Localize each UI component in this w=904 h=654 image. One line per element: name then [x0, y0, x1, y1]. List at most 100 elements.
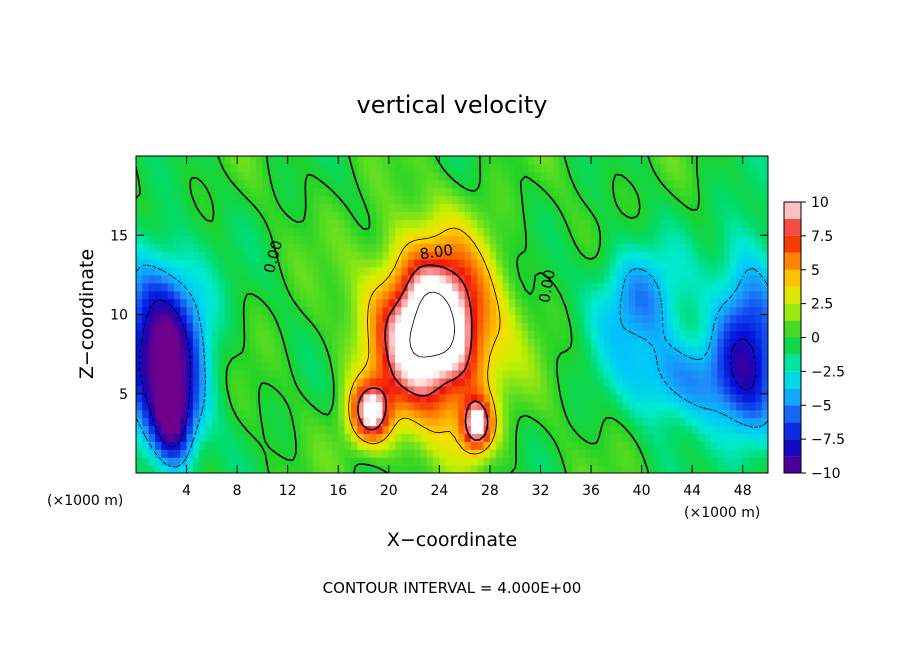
heatmap-cell	[350, 187, 358, 197]
heatmap-cell	[230, 171, 238, 181]
heatmap-cell	[426, 346, 434, 355]
heatmap-cell	[717, 314, 725, 324]
heatmap-cell	[350, 243, 358, 252]
heatmap-cell	[660, 195, 668, 205]
heatmap-cell	[350, 163, 358, 173]
heatmap-cell	[167, 346, 175, 355]
heatmap-cell	[730, 298, 737, 308]
heatmap-cell	[205, 449, 213, 458]
heatmap-cell	[338, 369, 346, 379]
heatmap-cell	[199, 195, 207, 205]
heatmap-cell	[161, 203, 169, 213]
heatmap-cell	[654, 243, 662, 252]
heatmap-cell	[331, 211, 339, 221]
heatmap-cell	[540, 227, 548, 236]
heatmap-cell	[679, 409, 687, 419]
heatmap-cell	[439, 449, 447, 458]
heatmap-cell	[673, 314, 681, 324]
heatmap-cell	[300, 409, 308, 419]
heatmap-cell	[294, 187, 301, 197]
heatmap-cell	[445, 441, 453, 450]
heatmap-cell	[515, 330, 523, 339]
heatmap-cell	[572, 266, 579, 276]
heatmap-cell	[572, 369, 579, 379]
heatmap-cell	[433, 251, 440, 260]
heatmap-cell	[546, 425, 554, 434]
heatmap-cell	[502, 203, 510, 213]
heatmap-cell	[211, 187, 219, 197]
heatmap-cell	[262, 171, 270, 181]
heatmap-cell	[414, 306, 421, 316]
heatmap-cell	[426, 393, 434, 403]
heatmap-cell	[154, 330, 162, 339]
heatmap-cell	[357, 362, 365, 371]
heatmap-cell	[521, 322, 529, 331]
heatmap-cell	[401, 385, 409, 395]
heatmap-cell	[584, 425, 592, 434]
heatmap-cell	[224, 227, 232, 236]
heatmap-cell	[755, 330, 763, 339]
heatmap-cell	[736, 401, 744, 411]
heatmap-cell	[673, 179, 681, 189]
heatmap-cell	[262, 274, 270, 284]
heatmap-cell	[610, 401, 617, 411]
heatmap-cell	[692, 298, 700, 308]
heatmap-cell	[692, 385, 700, 395]
heatmap-cell	[641, 417, 649, 427]
heatmap-cell	[464, 203, 472, 213]
heatmap-cell	[527, 266, 535, 276]
heatmap-cell	[502, 417, 510, 427]
colorbar-tick-label: 0	[811, 331, 820, 347]
heatmap-cell	[268, 290, 276, 300]
heatmap-cell	[553, 417, 561, 427]
heatmap-cell	[369, 441, 377, 450]
heatmap-cell	[553, 163, 561, 173]
heatmap-cell	[755, 354, 763, 363]
heatmap-cell	[388, 235, 396, 244]
heatmap-cell	[742, 441, 750, 450]
heatmap-cell	[439, 195, 447, 205]
heatmap-cell	[742, 179, 750, 189]
heatmap-cell	[597, 298, 605, 308]
heatmap-cell	[692, 156, 700, 165]
heatmap-cell	[294, 393, 301, 403]
heatmap-cell	[553, 330, 561, 339]
heatmap-cell	[306, 298, 314, 308]
heatmap-cell	[622, 306, 630, 316]
heatmap-cell	[180, 251, 188, 260]
heatmap-cell	[717, 362, 725, 371]
heatmap-cell	[761, 163, 768, 173]
heatmap-cell	[300, 306, 308, 316]
heatmap-cell	[610, 156, 617, 165]
heatmap-cell	[578, 346, 586, 355]
heatmap-cell	[603, 211, 611, 221]
heatmap-cell	[761, 354, 768, 363]
heatmap-cell	[445, 290, 453, 300]
heatmap-cell	[591, 235, 598, 244]
heatmap-cell	[382, 282, 390, 292]
heatmap-cell	[369, 227, 377, 236]
heatmap-cell	[445, 211, 453, 221]
heatmap-cell	[224, 274, 232, 284]
heatmap-cell	[376, 425, 384, 434]
heatmap-cell	[300, 322, 308, 331]
heatmap-cell	[325, 259, 333, 268]
heatmap-cell	[458, 314, 466, 324]
heatmap-cell	[420, 306, 428, 316]
heatmap-cell	[749, 274, 756, 284]
x-tick-label: 44	[683, 483, 701, 499]
heatmap-cell	[534, 441, 542, 450]
heatmap-cell	[148, 441, 156, 450]
heatmap-cell	[180, 425, 188, 434]
heatmap-cell	[591, 259, 598, 268]
heatmap-cell	[704, 417, 712, 427]
heatmap-cell	[192, 235, 200, 244]
heatmap-cell	[211, 457, 219, 466]
heatmap-cell	[704, 290, 712, 300]
heatmap-cell	[534, 290, 542, 300]
heatmap-cell	[692, 354, 700, 363]
heatmap-cell	[161, 330, 169, 339]
heatmap-cell	[508, 274, 516, 284]
heatmap-cell	[489, 211, 497, 221]
heatmap-cell	[300, 219, 308, 228]
